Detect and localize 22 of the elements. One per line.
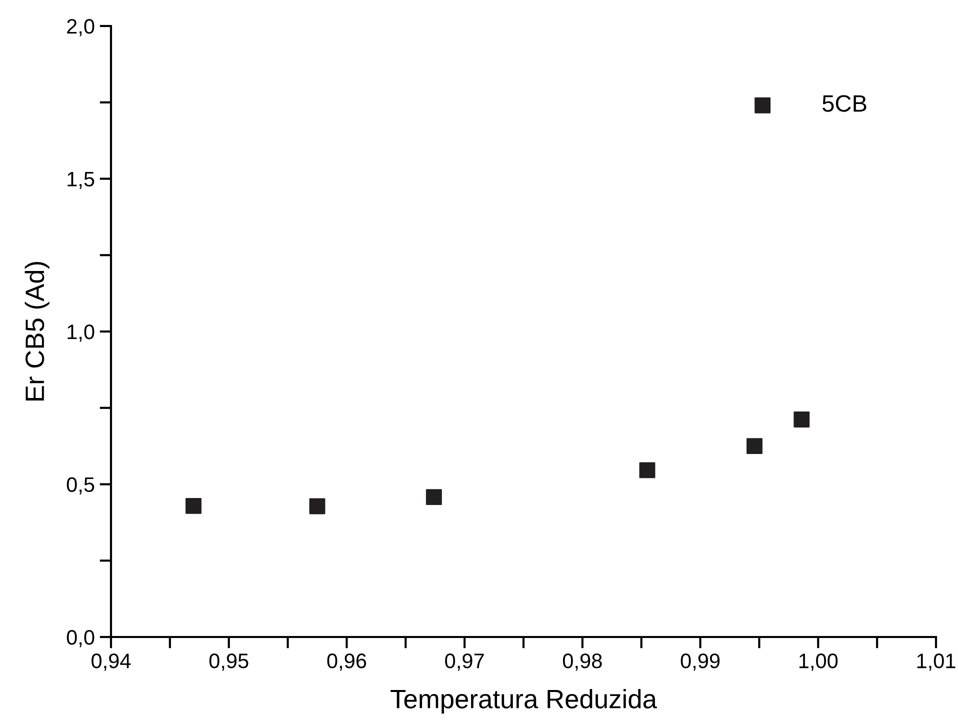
point — [746, 438, 762, 454]
y-tick-label: 2,0 — [67, 19, 94, 36]
x-tick-label: 0,98 — [562, 654, 602, 671]
x-axis-title: Temperatura Reduzida — [390, 689, 657, 714]
x-tick-label: 0,99 — [680, 654, 720, 671]
point — [794, 412, 810, 428]
x-tick-label: 0,95 — [209, 654, 248, 671]
y-tick-label: 1,0 — [68, 324, 94, 342]
legend-label: 5CB — [822, 95, 866, 112]
point — [186, 498, 202, 514]
y-axis-title: Er CB5 (Ad) — [24, 262, 50, 400]
point — [639, 462, 656, 478]
point — [426, 489, 442, 506]
y-tick-label: 0,5 — [66, 477, 94, 494]
point — [309, 498, 326, 514]
y-tick-label: 0,0 — [66, 630, 94, 648]
x-tick-label: 0,97 — [445, 654, 484, 671]
y-tick-label: 1,5 — [68, 172, 94, 189]
x-tick-label: 0,94 — [92, 654, 131, 671]
x-tick-label: 0,96 — [327, 654, 366, 671]
x-tick-label: 1,00 — [799, 654, 838, 671]
x-tick-label: 1,01 — [917, 654, 956, 671]
